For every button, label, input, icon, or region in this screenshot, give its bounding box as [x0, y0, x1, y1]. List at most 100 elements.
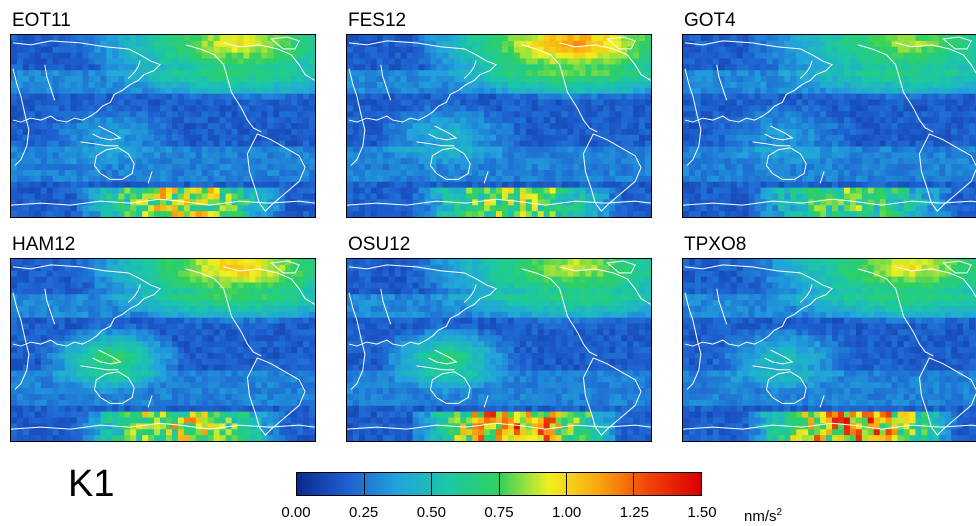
field-cell: [850, 188, 856, 194]
field-cell: [802, 117, 808, 123]
field-cell: [267, 82, 273, 88]
field-cell: [615, 76, 621, 82]
field-cell: [562, 205, 568, 211]
field-cell: [579, 70, 585, 76]
field-cell: [53, 194, 59, 200]
field-cell: [407, 205, 413, 211]
field-cell: [419, 82, 425, 88]
field-cell: [100, 152, 106, 158]
field-cell: [939, 53, 945, 59]
field-cell: [261, 47, 267, 53]
field-cell: [933, 117, 939, 123]
field-cell: [826, 82, 832, 88]
field-cell: [808, 164, 814, 170]
field-cell: [23, 211, 29, 217]
field-cell: [490, 100, 496, 106]
field-cell: [297, 277, 303, 283]
field-cell: [814, 205, 820, 211]
field-cell: [160, 88, 166, 94]
field-cell: [83, 147, 89, 153]
field-cell: [124, 141, 130, 147]
field-cell: [202, 105, 208, 111]
field-cell: [47, 277, 53, 283]
field-cell: [273, 53, 279, 59]
field-cell: [77, 41, 83, 47]
field-cell: [35, 205, 41, 211]
field-cell: [766, 82, 772, 88]
field-cell: [639, 94, 645, 100]
field-cell: [383, 158, 389, 164]
field-cell: [124, 58, 130, 64]
field-cell: [232, 76, 238, 82]
field-cell: [395, 158, 401, 164]
field-cell: [53, 176, 59, 182]
field-cell: [208, 158, 214, 164]
field-cell: [957, 182, 963, 188]
field-cell: [124, 205, 130, 211]
field-cell: [401, 147, 407, 153]
field-cell: [484, 94, 490, 100]
field-cell: [202, 117, 208, 123]
field-cell: [41, 259, 47, 265]
field-cell: [915, 211, 921, 217]
field-cell: [226, 94, 232, 100]
field-cell: [172, 64, 178, 70]
field-cell: [220, 88, 226, 94]
field-cell: [898, 152, 904, 158]
field-cell: [778, 105, 784, 111]
field-cell: [707, 188, 713, 194]
field-cell: [778, 58, 784, 64]
field-cell: [725, 205, 731, 211]
field-cell: [597, 211, 603, 217]
field-cell: [856, 111, 862, 117]
field-cell: [915, 123, 921, 129]
field-cell: [214, 76, 220, 82]
field-cell: [47, 47, 53, 53]
field-cell: [737, 35, 743, 41]
field-cell: [413, 88, 419, 94]
field-cell: [597, 105, 603, 111]
field-cell: [969, 111, 975, 117]
field-cell: [874, 123, 880, 129]
field-cell: [969, 123, 975, 129]
field-cell: [707, 76, 713, 82]
field-cell: [190, 259, 196, 265]
field-cell: [267, 123, 273, 129]
field-cell: [963, 135, 969, 141]
field-cell: [957, 88, 963, 94]
field-cell: [178, 100, 184, 106]
field-cell: [190, 111, 196, 117]
field-cell: [755, 64, 761, 70]
field-cell: [226, 58, 232, 64]
field-cell: [35, 82, 41, 88]
field-cell: [285, 105, 291, 111]
field-cell: [689, 194, 695, 200]
field-cell: [71, 82, 77, 88]
field-cell: [472, 211, 478, 217]
field-cell: [148, 147, 154, 153]
field-cell: [892, 129, 898, 135]
field-cell: [148, 117, 154, 123]
field-cell: [556, 164, 562, 170]
field-cell: [957, 135, 963, 141]
field-cell: [874, 194, 880, 200]
field-cell: [562, 164, 568, 170]
field-cell: [395, 141, 401, 147]
field-cell: [53, 70, 59, 76]
field-cell: [874, 70, 880, 76]
field-cell: [389, 211, 395, 217]
field-cell: [249, 76, 255, 82]
field-cell: [532, 170, 538, 176]
field-cell: [249, 47, 255, 53]
field-cell: [377, 35, 383, 41]
field-cell: [713, 194, 719, 200]
field-cell: [921, 211, 927, 217]
field-cell: [407, 64, 413, 70]
field-cell: [226, 35, 232, 41]
field-cell: [892, 82, 898, 88]
field-cell: [820, 47, 826, 53]
field-cell: [17, 205, 23, 211]
panel-title: FES12: [348, 9, 406, 33]
field-cell: [202, 111, 208, 117]
field-cell: [826, 182, 832, 188]
